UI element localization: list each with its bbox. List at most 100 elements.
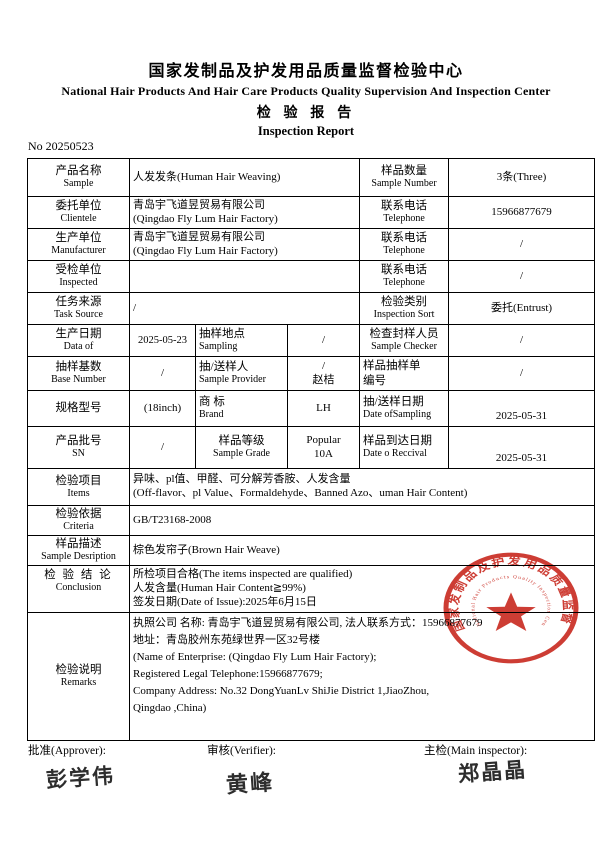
inspected-label: 受检单位 Inspected [27, 260, 130, 293]
items-line2: (Off-flavor、pl Value、Formaldehyde、Banned… [133, 487, 468, 499]
sample-grade-label-en: Sample Grade [213, 448, 270, 460]
task-source-label-en: Task Source [53, 309, 103, 321]
row-conclusion: 检 验 结 论 Conclusion 所检项目合格(The items insp… [27, 565, 596, 613]
sample-label: 产品名称 Sample [27, 158, 130, 197]
conclusion-value: 所检项目合格(The items inspected are qualified… [128, 565, 596, 613]
items-label-cn: 检验项目 [55, 474, 102, 487]
inspection-sort-value: 委托(Entrust) [448, 292, 596, 325]
manufacturer-label-en: Manufacturer [51, 245, 106, 257]
sn-label-cn: 产品批号 [55, 435, 102, 448]
row-sample: 产品名称 Sample 人发发条(Human Hair Weaving) 样品数… [27, 158, 596, 197]
row-remarks: 检验说明 Remarks 执照公司 名称: 青岛宇飞道昱贸易有限公司, 法人联系… [27, 612, 596, 741]
manufacturer-phone-label-en: Telephone [383, 245, 425, 257]
sample-provider-slash: / [321, 359, 326, 372]
sampling-place-label: 抽样地点 Sampling [195, 324, 288, 357]
report-number: No 20250523 [28, 139, 94, 153]
row-sn: 产品批号 SN / 样品等级 Sample Grade Popular 10A … [27, 426, 596, 469]
sample-grade-label: 样品等级 Sample Grade [195, 426, 288, 469]
conclusion-line2: 人发含量(Human Hair Content≧99%) [133, 581, 306, 594]
clientele-phone-value: 15966877679 [448, 196, 596, 229]
row-production-date: 生产日期 Data of 2025-05-23 抽样地点 Sampling / … [27, 324, 596, 357]
sn-label-en: SN [72, 448, 85, 460]
brand-label-cn: 商 标 [199, 396, 225, 409]
production-date-label-cn: 生产日期 [55, 328, 102, 341]
sample-checker-value: / [448, 324, 596, 357]
sample-number-label-cn: 样品数量 [381, 165, 428, 178]
base-number-label-en: Base Number [51, 374, 106, 386]
remarks-value: 执照公司 名称: 青岛宇飞道昱贸易有限公司, 法人联系方式：1596687767… [128, 612, 596, 741]
manufacturer-phone-label: 联系电话 Telephone [359, 228, 450, 261]
task-source-value: / [128, 292, 361, 325]
clientele-label-en: Clientele [60, 213, 97, 225]
row-clientele: 委托单位 Clientele 青岛宇飞道昱贸易有限公司 (Qingdao Fly… [27, 196, 596, 229]
clientele-value-en: (Qingdao Fly Lum Hair Factory) [133, 212, 278, 225]
inspected-phone-label-cn: 联系电话 [381, 264, 428, 277]
stamp-star-icon [486, 592, 536, 631]
sampling-date-value: 2025-05-31 [448, 390, 596, 427]
manufacturer-label-cn: 生产单位 [55, 232, 102, 245]
sample-grade-line2: 10A [314, 447, 333, 460]
receival-date-label: 样品到达日期 Date o Reccival [359, 426, 450, 469]
sample-provider-label: 抽/送样人 Sample Provider [195, 356, 288, 391]
remarks-line5: Company Address: No.32 DongYuanLv ShiJie… [133, 685, 430, 697]
spec-label-cn: 规格型号 [55, 402, 102, 415]
conclusion-label: 检 验 结 论 Conclusion [27, 565, 130, 613]
sample-checker-label-cn: 检查封样人员 [369, 328, 439, 341]
items-label-en: Items [67, 487, 90, 499]
remarks-line2: 地址：青岛胶州东苑绿世界一区32号楼 [133, 634, 320, 646]
remarks-label-cn: 检验说明 [55, 664, 102, 677]
inspection-sort-label-en: Inspection Sort [373, 309, 435, 321]
inspection-sort-label-cn: 检验类别 [381, 296, 428, 309]
sampling-date-label-cn: 抽/送样日期 [363, 396, 424, 409]
sample-checker-label-en: Sample Checker [371, 341, 437, 353]
manufacturer-phone-label-cn: 联系电话 [381, 232, 428, 245]
conclusion-label-cn: 检 验 结 论 [44, 569, 113, 581]
remarks-line1: 执照公司 名称: 青岛宇飞道昱贸易有限公司, 法人联系方式：1596687767… [133, 617, 483, 629]
base-number-label: 抽样基数 Base Number [27, 356, 130, 391]
sample-label-en: Sample [63, 178, 94, 190]
clientele-phone-label: 联系电话 Telephone [359, 196, 450, 229]
row-criteria: 检验依据 Criteria GB/T23168-2008 [27, 505, 596, 536]
row-items: 检验项目 Items 异味、pl值、甲醛、可分解芳香胺、人发含量 (Off-fl… [27, 468, 596, 506]
manufacturer-value-cn: 青岛宇飞道昱贸易有限公司 [133, 230, 265, 243]
verifier-signature: 黄峰 [225, 770, 276, 799]
inspection-sort-label: 检验类别 Inspection Sort [359, 292, 450, 325]
brand-label: 商 标 Brand [195, 390, 288, 427]
sample-label-cn: 产品名称 [55, 165, 102, 178]
stamp-ring [443, 552, 579, 664]
sampling-place-label-cn: 抽样地点 [199, 328, 245, 341]
manufacturer-value-en: (Qingdao Fly Lum Hair Factory) [133, 244, 278, 257]
receival-date-value: 2025-05-31 [448, 426, 596, 469]
receival-date-label-en: Date o Reccival [363, 448, 427, 460]
sample-provider-label-en: Sample Provider [199, 374, 266, 386]
sampling-sheet-label: 样品抽样单 编号 [359, 356, 450, 391]
sn-value: / [129, 426, 196, 469]
row-spec: 规格型号 (18inch) 商 标 Brand LH 抽/送样日期 Date o… [27, 390, 596, 427]
row-manufacturer: 生产单位 Manufacturer 青岛宇飞道昱贸易有限公司 (Qingdao … [27, 228, 596, 261]
inspector-label: 主检(Main inspector): [424, 745, 528, 757]
approver-signature: 彭学伟 [45, 763, 116, 793]
conclusion-line1: 所检项目合格(The items inspected are qualified… [133, 568, 353, 580]
row-base-number: 抽样基数 Base Number / 抽/送样人 Sample Provider… [27, 356, 596, 391]
items-value: 异味、pl值、甲醛、可分解芳香胺、人发含量 (Off-flavor、pl Val… [128, 468, 596, 506]
clientele-value-cn: 青岛宇飞道昱贸易有限公司 [133, 198, 265, 211]
sample-checker-label: 检查封样人员 Sample Checker [359, 324, 450, 357]
remarks-label-en: Remarks [60, 677, 97, 689]
sampling-date-label: 抽/送样日期 Date ofSampling [359, 390, 450, 427]
clientele-value: 青岛宇飞道昱贸易有限公司 (Qingdao Fly Lum Hair Facto… [128, 196, 361, 229]
sample-number-label: 样品数量 Sample Number [359, 158, 450, 197]
sample-grade-value: Popular 10A [286, 426, 361, 469]
sample-desc-label-en: Sample Desription [41, 551, 116, 563]
inspected-label-cn: 受检单位 [55, 264, 102, 277]
manufacturer-label: 生产单位 Manufacturer [27, 228, 130, 261]
report-header: 国家发制品及护发用品质量监督检验中心 National Hair Product… [0, 57, 612, 139]
task-source-label-cn: 任务来源 [55, 296, 102, 309]
inspected-phone-label: 联系电话 Telephone [359, 260, 450, 293]
receival-date-label-cn: 样品到达日期 [363, 435, 433, 448]
sampling-sheet-label-line2: 编号 [363, 374, 387, 387]
sample-desc-label-cn: 样品描述 [55, 538, 102, 551]
sample-provider-name: 赵桔 [312, 373, 335, 386]
sampling-place-label-en: Sampling [199, 341, 238, 353]
center-title-en: National Hair Products And Hair Care Pro… [61, 84, 551, 98]
